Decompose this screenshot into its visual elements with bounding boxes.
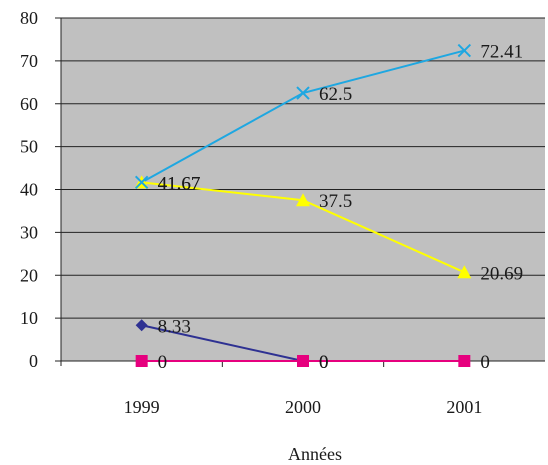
- x-tick-label: 2000: [285, 397, 321, 417]
- marker-x: [134, 175, 149, 190]
- data-label: 62.5: [319, 84, 352, 105]
- marker-diamond: [135, 319, 148, 332]
- x-axis-title: Années: [288, 444, 342, 464]
- x-axis-ticks: 1999 2000 2001: [124, 361, 482, 417]
- data-label: 0: [480, 352, 490, 373]
- y-tick-label: 30: [20, 222, 38, 242]
- x-tick-label: 2001: [446, 397, 482, 417]
- y-tick-label: 60: [20, 94, 38, 114]
- marker-square: [458, 355, 471, 367]
- y-tick-label: 40: [20, 180, 38, 200]
- marker-x: [457, 43, 472, 58]
- data-label: 20.69: [480, 263, 523, 284]
- marker-triangle: [296, 193, 310, 207]
- series-markers: [134, 43, 472, 367]
- data-label: 41.67: [158, 173, 201, 194]
- y-tick-label: 50: [20, 137, 38, 157]
- marker-x: [296, 86, 310, 100]
- y-tick-label: 0: [29, 351, 38, 371]
- data-label: 72.41: [480, 42, 523, 63]
- y-tick-label: 80: [20, 8, 38, 28]
- data-label: 0: [158, 352, 168, 373]
- y-tick-label: 10: [20, 308, 38, 328]
- x-tick-label: 1999: [124, 397, 160, 417]
- marker-triangle: [457, 265, 472, 279]
- y-tick-label: 20: [20, 265, 38, 285]
- data-label: 0: [319, 352, 329, 373]
- y-axis-ticks: 0 10 20 30 40 50 60 70 80: [20, 8, 61, 371]
- y-tick-label: 70: [20, 51, 38, 71]
- marker-square: [135, 355, 148, 367]
- gridlines: [61, 17, 545, 319]
- series-line: [141, 324, 304, 362]
- marker-square: [297, 355, 309, 367]
- data-label: 8.33: [158, 316, 191, 337]
- data-label: 0: [319, 352, 329, 373]
- data-label: 37.5: [319, 191, 352, 212]
- data-label: 41.67: [158, 173, 201, 194]
